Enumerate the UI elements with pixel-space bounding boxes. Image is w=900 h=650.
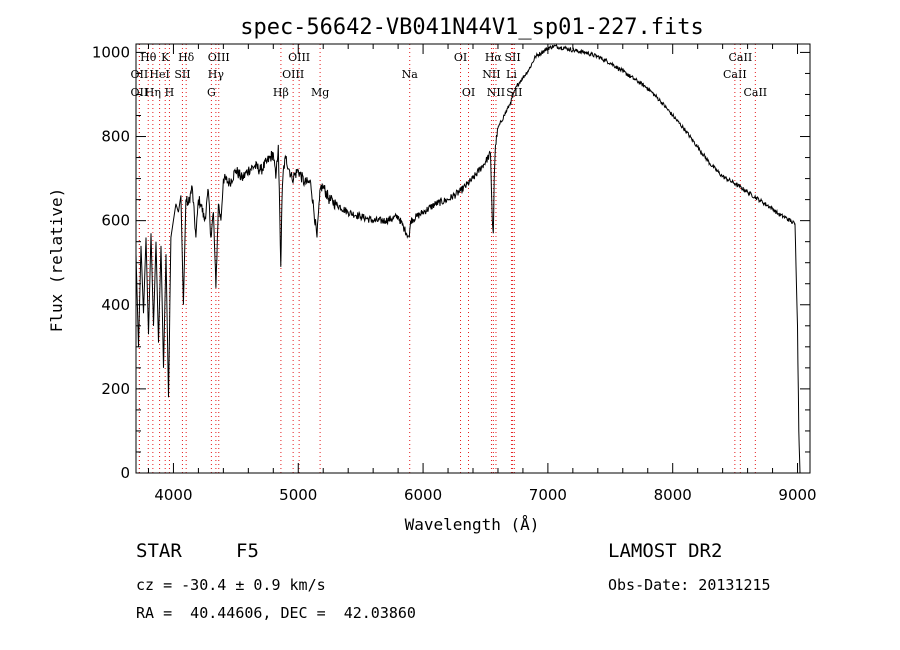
survey-name: LAMOST DR2: [608, 540, 723, 562]
object-subclass: F5: [236, 540, 259, 562]
coordinates: RA = 40.44606, DEC = 42.03860: [136, 604, 416, 622]
x-axis-ticks: 4000 5000 6000 7000 8000 9000: [147, 44, 817, 504]
spectral-line-label: NII: [487, 86, 505, 99]
y-axis-ticks: 0 200 400 600 800 1000: [92, 43, 810, 482]
x-axis-label: Wavelength (Å): [405, 515, 540, 534]
x-tick-label: 9000: [778, 486, 816, 504]
spectral-line-label: Hη: [145, 86, 161, 99]
observation-date: Obs-Date: 20131215: [608, 576, 771, 594]
x-tick-label: 6000: [404, 486, 442, 504]
spectral-line-label: G: [207, 86, 216, 99]
spectral-line-label: Hδ: [178, 51, 195, 64]
spectral-line-label: Li: [506, 68, 517, 81]
x-tick-label: 4000: [154, 486, 192, 504]
spectral-line-label: OI: [454, 51, 467, 64]
spectral-line-label: K: [161, 51, 170, 64]
spectral-line-label: SII: [506, 86, 522, 99]
x-tick-label: 5000: [279, 486, 317, 504]
spectral-line-label: CaII: [743, 86, 767, 99]
y-tick-label: 0: [120, 464, 130, 482]
x-tick-label: 7000: [529, 486, 567, 504]
spectral-line-label: NII: [482, 68, 500, 81]
spectrum-series-line: [135, 44, 801, 474]
y-tick-label: 600: [101, 212, 130, 230]
redshift-velocity: cz = -30.4 ± 0.9 km/s: [136, 576, 326, 594]
spectral-line-label: Hβ: [273, 86, 289, 99]
y-axis-label: Flux (relative): [47, 188, 66, 333]
spectral-line-label: Hα: [485, 51, 503, 64]
spectral-line-markers: [138, 44, 756, 473]
y-tick-label: 800: [101, 128, 130, 146]
spectral-line-label: SII: [174, 68, 190, 81]
spectral-line-label: OII: [131, 86, 149, 99]
y-tick-label: 400: [101, 296, 130, 314]
y-tick-label: 200: [101, 380, 130, 398]
spectral-line-label: OIII: [208, 51, 230, 64]
spectral-line-label: SII: [504, 51, 520, 64]
spectral-line-label: OIII: [282, 68, 304, 81]
x-tick-label: 8000: [654, 486, 692, 504]
spectral-line-label: CaII: [723, 68, 747, 81]
spectral-line-label: H: [165, 86, 175, 99]
spectral-line-label: OI: [462, 86, 475, 99]
y-tick-label: 1000: [92, 43, 130, 61]
spectral-line-label: OIII: [288, 51, 310, 64]
spectral-line-label: HeI: [149, 68, 169, 81]
spectral-line-label: Na: [402, 68, 419, 81]
spectral-line-label: Hθ: [140, 51, 157, 64]
spectral-line-label: CaII: [729, 51, 753, 64]
spectral-line-label: Hγ: [208, 68, 225, 81]
chart-title: spec-56642-VB041N44V1_sp01-227.fits: [240, 15, 704, 40]
spectral-line-label: OII: [131, 68, 149, 81]
object-class: STAR: [136, 540, 182, 562]
plot-frame: [135, 43, 811, 474]
spectral-line-label: Mg: [311, 86, 329, 99]
